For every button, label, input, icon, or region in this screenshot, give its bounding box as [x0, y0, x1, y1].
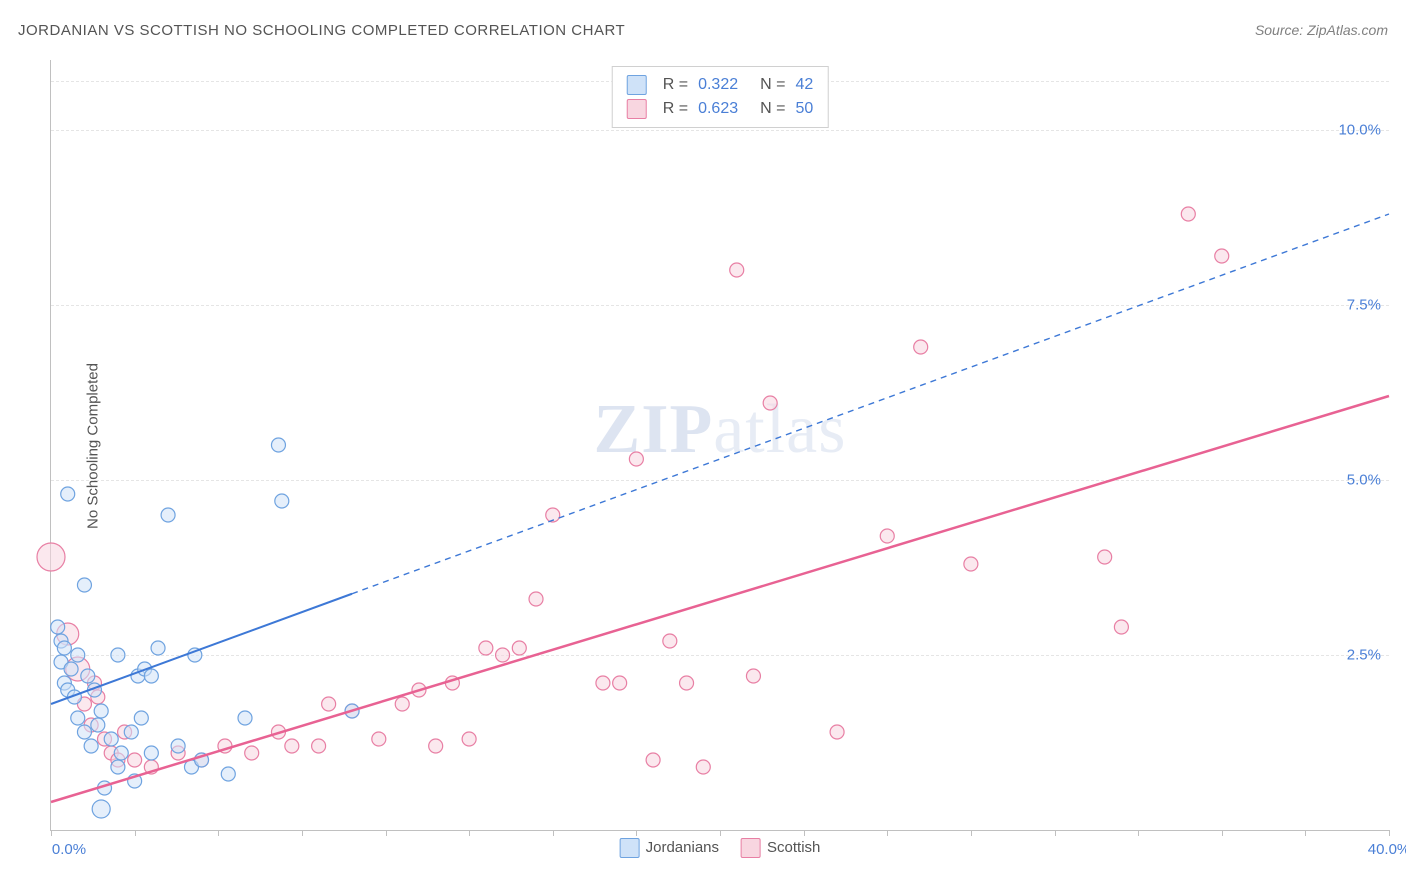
scatter-point: [763, 396, 777, 410]
scatter-point: [613, 676, 627, 690]
scatter-point: [529, 592, 543, 606]
x-tick: [804, 830, 805, 836]
x-tick: [971, 830, 972, 836]
scatter-point: [64, 662, 78, 676]
scatter-point: [1215, 249, 1229, 263]
scatter-point: [1098, 550, 1112, 564]
x-tick: [636, 830, 637, 836]
trend-line-solid: [51, 396, 1389, 802]
scatter-point: [680, 676, 694, 690]
legend-swatch: [620, 838, 640, 858]
scatter-point: [57, 641, 71, 655]
chart-title: JORDANIAN VS SCOTTISH NO SCHOOLING COMPL…: [18, 22, 625, 39]
scatter-point: [134, 711, 148, 725]
x-tick-label: 40.0%: [1368, 841, 1406, 858]
scatter-point: [144, 669, 158, 683]
scatter-point: [372, 732, 386, 746]
legend-item: Scottish: [741, 838, 820, 858]
bottom-legend: Jordanians Scottish: [620, 838, 821, 858]
scatter-point: [663, 634, 677, 648]
scatter-point: [71, 711, 85, 725]
legend-swatch: [741, 838, 761, 858]
scatter-point: [171, 739, 185, 753]
scatter-point: [221, 767, 235, 781]
scatter-point: [275, 494, 289, 508]
scatter-point: [285, 739, 299, 753]
x-tick: [1055, 830, 1056, 836]
x-tick-label: 0.0%: [52, 841, 86, 858]
scatter-point: [77, 578, 91, 592]
scatter-point: [71, 648, 85, 662]
scatter-point: [479, 641, 493, 655]
x-tick: [720, 830, 721, 836]
scatter-point: [914, 340, 928, 354]
scatter-point: [144, 746, 158, 760]
scatter-point: [161, 508, 175, 522]
scatter-svg: [51, 60, 1389, 830]
scatter-point: [111, 648, 125, 662]
scatter-point: [104, 732, 118, 746]
scatter-point: [322, 697, 336, 711]
scatter-point: [395, 697, 409, 711]
scatter-point: [496, 648, 510, 662]
legend-label: Scottish: [767, 839, 820, 856]
x-tick: [469, 830, 470, 836]
scatter-point: [37, 543, 65, 571]
scatter-point: [629, 452, 643, 466]
scatter-point: [77, 725, 91, 739]
trend-line-solid: [51, 594, 352, 704]
x-tick: [1138, 830, 1139, 836]
scatter-point: [84, 739, 98, 753]
scatter-point: [124, 725, 138, 739]
source-attribution: Source: ZipAtlas.com: [1255, 22, 1388, 38]
x-tick: [1389, 830, 1390, 836]
scatter-point: [81, 669, 95, 683]
scatter-point: [1181, 207, 1195, 221]
scatter-point: [830, 725, 844, 739]
scatter-point: [114, 746, 128, 760]
scatter-point: [91, 718, 105, 732]
scatter-point: [512, 641, 526, 655]
scatter-point: [111, 760, 125, 774]
scatter-point: [92, 800, 110, 818]
x-tick: [135, 830, 136, 836]
scatter-point: [94, 704, 108, 718]
scatter-point: [128, 753, 142, 767]
scatter-point: [646, 753, 660, 767]
source-name: ZipAtlas.com: [1307, 22, 1388, 38]
scatter-point: [462, 732, 476, 746]
x-tick: [887, 830, 888, 836]
scatter-point: [1114, 620, 1128, 634]
x-tick: [1222, 830, 1223, 836]
scatter-point: [238, 711, 252, 725]
scatter-point: [730, 263, 744, 277]
scatter-point: [151, 641, 165, 655]
scatter-point: [271, 438, 285, 452]
scatter-point: [880, 529, 894, 543]
scatter-point: [61, 487, 75, 501]
scatter-point: [51, 620, 65, 634]
scatter-point: [245, 746, 259, 760]
x-tick: [51, 830, 52, 836]
trend-line-dashed: [352, 214, 1389, 594]
scatter-point: [696, 760, 710, 774]
scatter-point: [312, 739, 326, 753]
x-tick: [386, 830, 387, 836]
legend-item: Jordanians: [620, 838, 719, 858]
x-tick: [1305, 830, 1306, 836]
source-prefix: Source:: [1255, 22, 1307, 38]
scatter-point: [429, 739, 443, 753]
scatter-point: [596, 676, 610, 690]
scatter-point: [746, 669, 760, 683]
x-tick: [218, 830, 219, 836]
plot-area: ZIPatlas 2.5%5.0%7.5%10.0% 0.0%40.0% Jor…: [50, 60, 1389, 831]
scatter-point: [964, 557, 978, 571]
x-tick: [302, 830, 303, 836]
x-tick: [553, 830, 554, 836]
legend-label: Jordanians: [646, 839, 719, 856]
